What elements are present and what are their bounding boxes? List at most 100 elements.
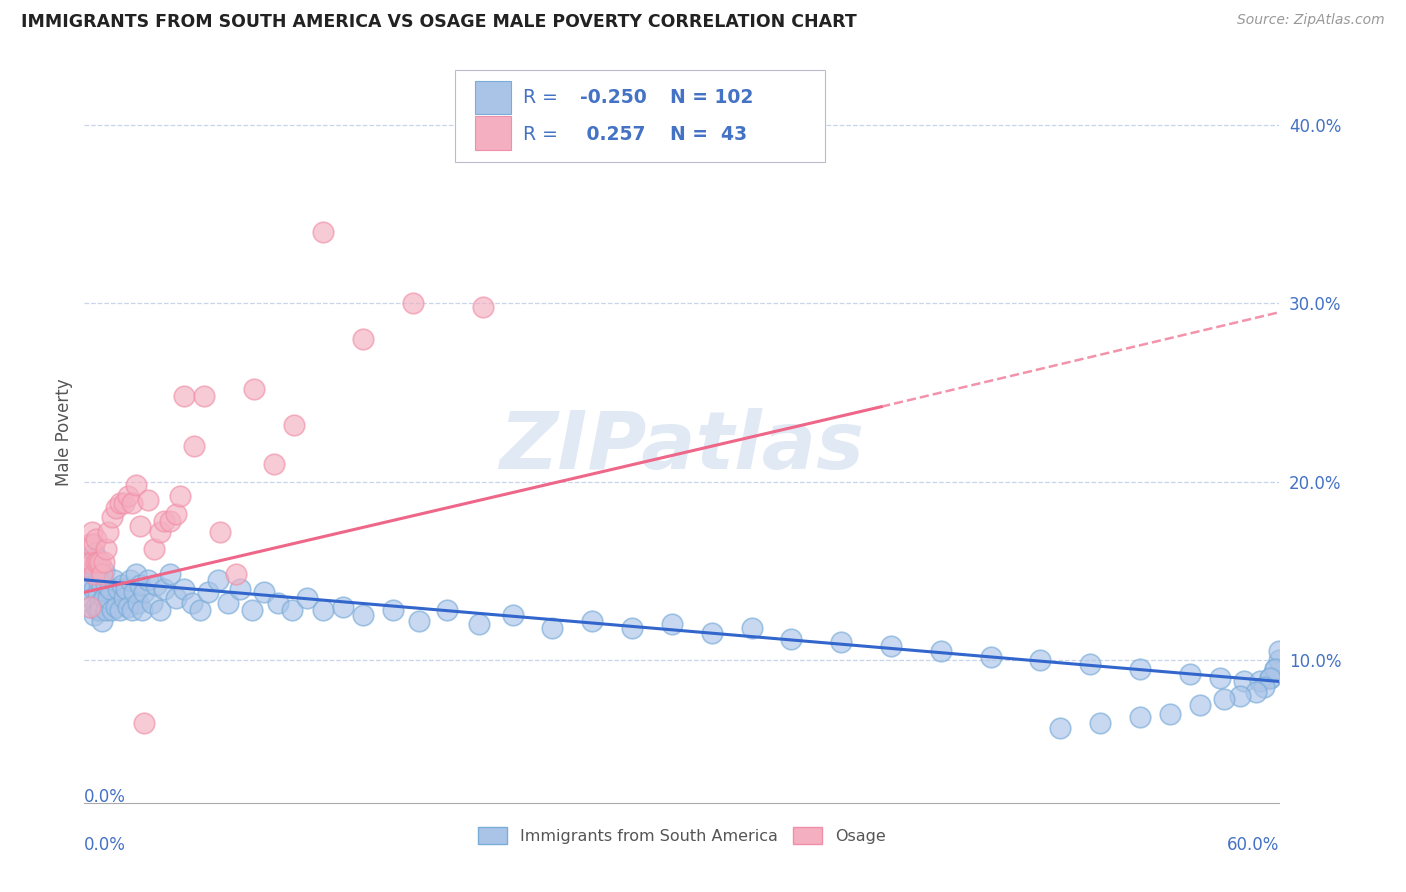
Point <box>83 546 105 560</box>
Point <box>1258 671 1281 685</box>
Point <box>91 614 114 628</box>
Point <box>1178 667 1201 681</box>
Point <box>436 603 458 617</box>
Point <box>82 524 104 539</box>
Legend: Immigrants from South America, Osage: Immigrants from South America, Osage <box>471 820 893 850</box>
Point <box>87 555 110 569</box>
Point <box>98 582 121 596</box>
Point <box>297 591 319 605</box>
Point <box>96 603 118 617</box>
Point <box>82 555 104 569</box>
Point <box>129 578 152 592</box>
Point <box>82 564 104 578</box>
Point <box>188 603 211 617</box>
Point <box>97 591 120 605</box>
Point <box>332 599 354 614</box>
Point <box>382 603 405 617</box>
Text: R =: R = <box>523 87 558 107</box>
Point <box>97 524 120 539</box>
Text: -0.250: -0.250 <box>581 87 647 107</box>
Point <box>1129 662 1152 676</box>
Text: 60.0%: 60.0% <box>1227 836 1279 855</box>
Point <box>96 542 118 557</box>
Point <box>1268 644 1291 658</box>
Point <box>741 621 763 635</box>
Text: 0.257: 0.257 <box>581 125 645 144</box>
Point <box>1264 662 1286 676</box>
Point <box>79 599 101 614</box>
Point <box>107 582 129 596</box>
Point <box>181 596 204 610</box>
Point <box>1049 721 1071 735</box>
FancyBboxPatch shape <box>475 117 510 150</box>
Point <box>87 603 110 617</box>
Point <box>980 649 1002 664</box>
FancyBboxPatch shape <box>475 81 510 114</box>
Point <box>1209 671 1232 685</box>
Point <box>1233 674 1256 689</box>
Point <box>117 599 139 614</box>
Point <box>880 639 903 653</box>
Point <box>131 603 153 617</box>
Point <box>121 603 143 617</box>
Point <box>352 608 374 623</box>
Y-axis label: Male Poverty: Male Poverty <box>55 379 73 486</box>
Point <box>207 573 229 587</box>
Point <box>408 614 430 628</box>
Point <box>132 585 156 599</box>
Point <box>1229 689 1251 703</box>
Point <box>661 617 683 632</box>
Point <box>112 496 135 510</box>
Point <box>115 582 138 596</box>
Point <box>86 555 108 569</box>
Point <box>197 585 219 599</box>
Point <box>159 514 181 528</box>
Point <box>79 573 101 587</box>
Point <box>83 608 105 623</box>
Point <box>312 603 335 617</box>
Point <box>1249 674 1271 689</box>
Point <box>165 507 187 521</box>
Point <box>283 417 305 432</box>
Point <box>225 567 247 582</box>
Point <box>79 537 101 551</box>
Point <box>502 608 524 623</box>
Point <box>263 457 285 471</box>
Point <box>217 596 239 610</box>
Point <box>229 582 252 596</box>
Point <box>129 519 152 533</box>
Point <box>136 573 159 587</box>
Point <box>96 578 118 592</box>
Text: 0.0%: 0.0% <box>84 836 127 855</box>
Point <box>621 621 644 635</box>
Point <box>83 582 105 596</box>
Point <box>352 332 374 346</box>
Point <box>183 439 205 453</box>
Point <box>145 578 167 592</box>
Point <box>91 578 114 592</box>
Point <box>1258 671 1281 685</box>
Point <box>122 585 145 599</box>
Point <box>1212 692 1234 706</box>
Point <box>112 591 135 605</box>
Point <box>110 496 132 510</box>
Point <box>468 617 491 632</box>
Point <box>1090 715 1112 730</box>
Point <box>153 582 176 596</box>
Point <box>165 591 187 605</box>
Point <box>89 555 111 569</box>
Point <box>1129 710 1152 724</box>
Point <box>173 582 195 596</box>
Point <box>1253 680 1275 694</box>
Point <box>127 596 149 610</box>
Point <box>153 514 176 528</box>
Point <box>101 510 124 524</box>
Point <box>1268 653 1291 667</box>
Point <box>1244 685 1267 699</box>
Point <box>149 524 172 539</box>
Point <box>541 621 564 635</box>
Point <box>77 582 100 596</box>
Point <box>89 596 111 610</box>
Point <box>93 564 115 578</box>
Point <box>208 524 231 539</box>
